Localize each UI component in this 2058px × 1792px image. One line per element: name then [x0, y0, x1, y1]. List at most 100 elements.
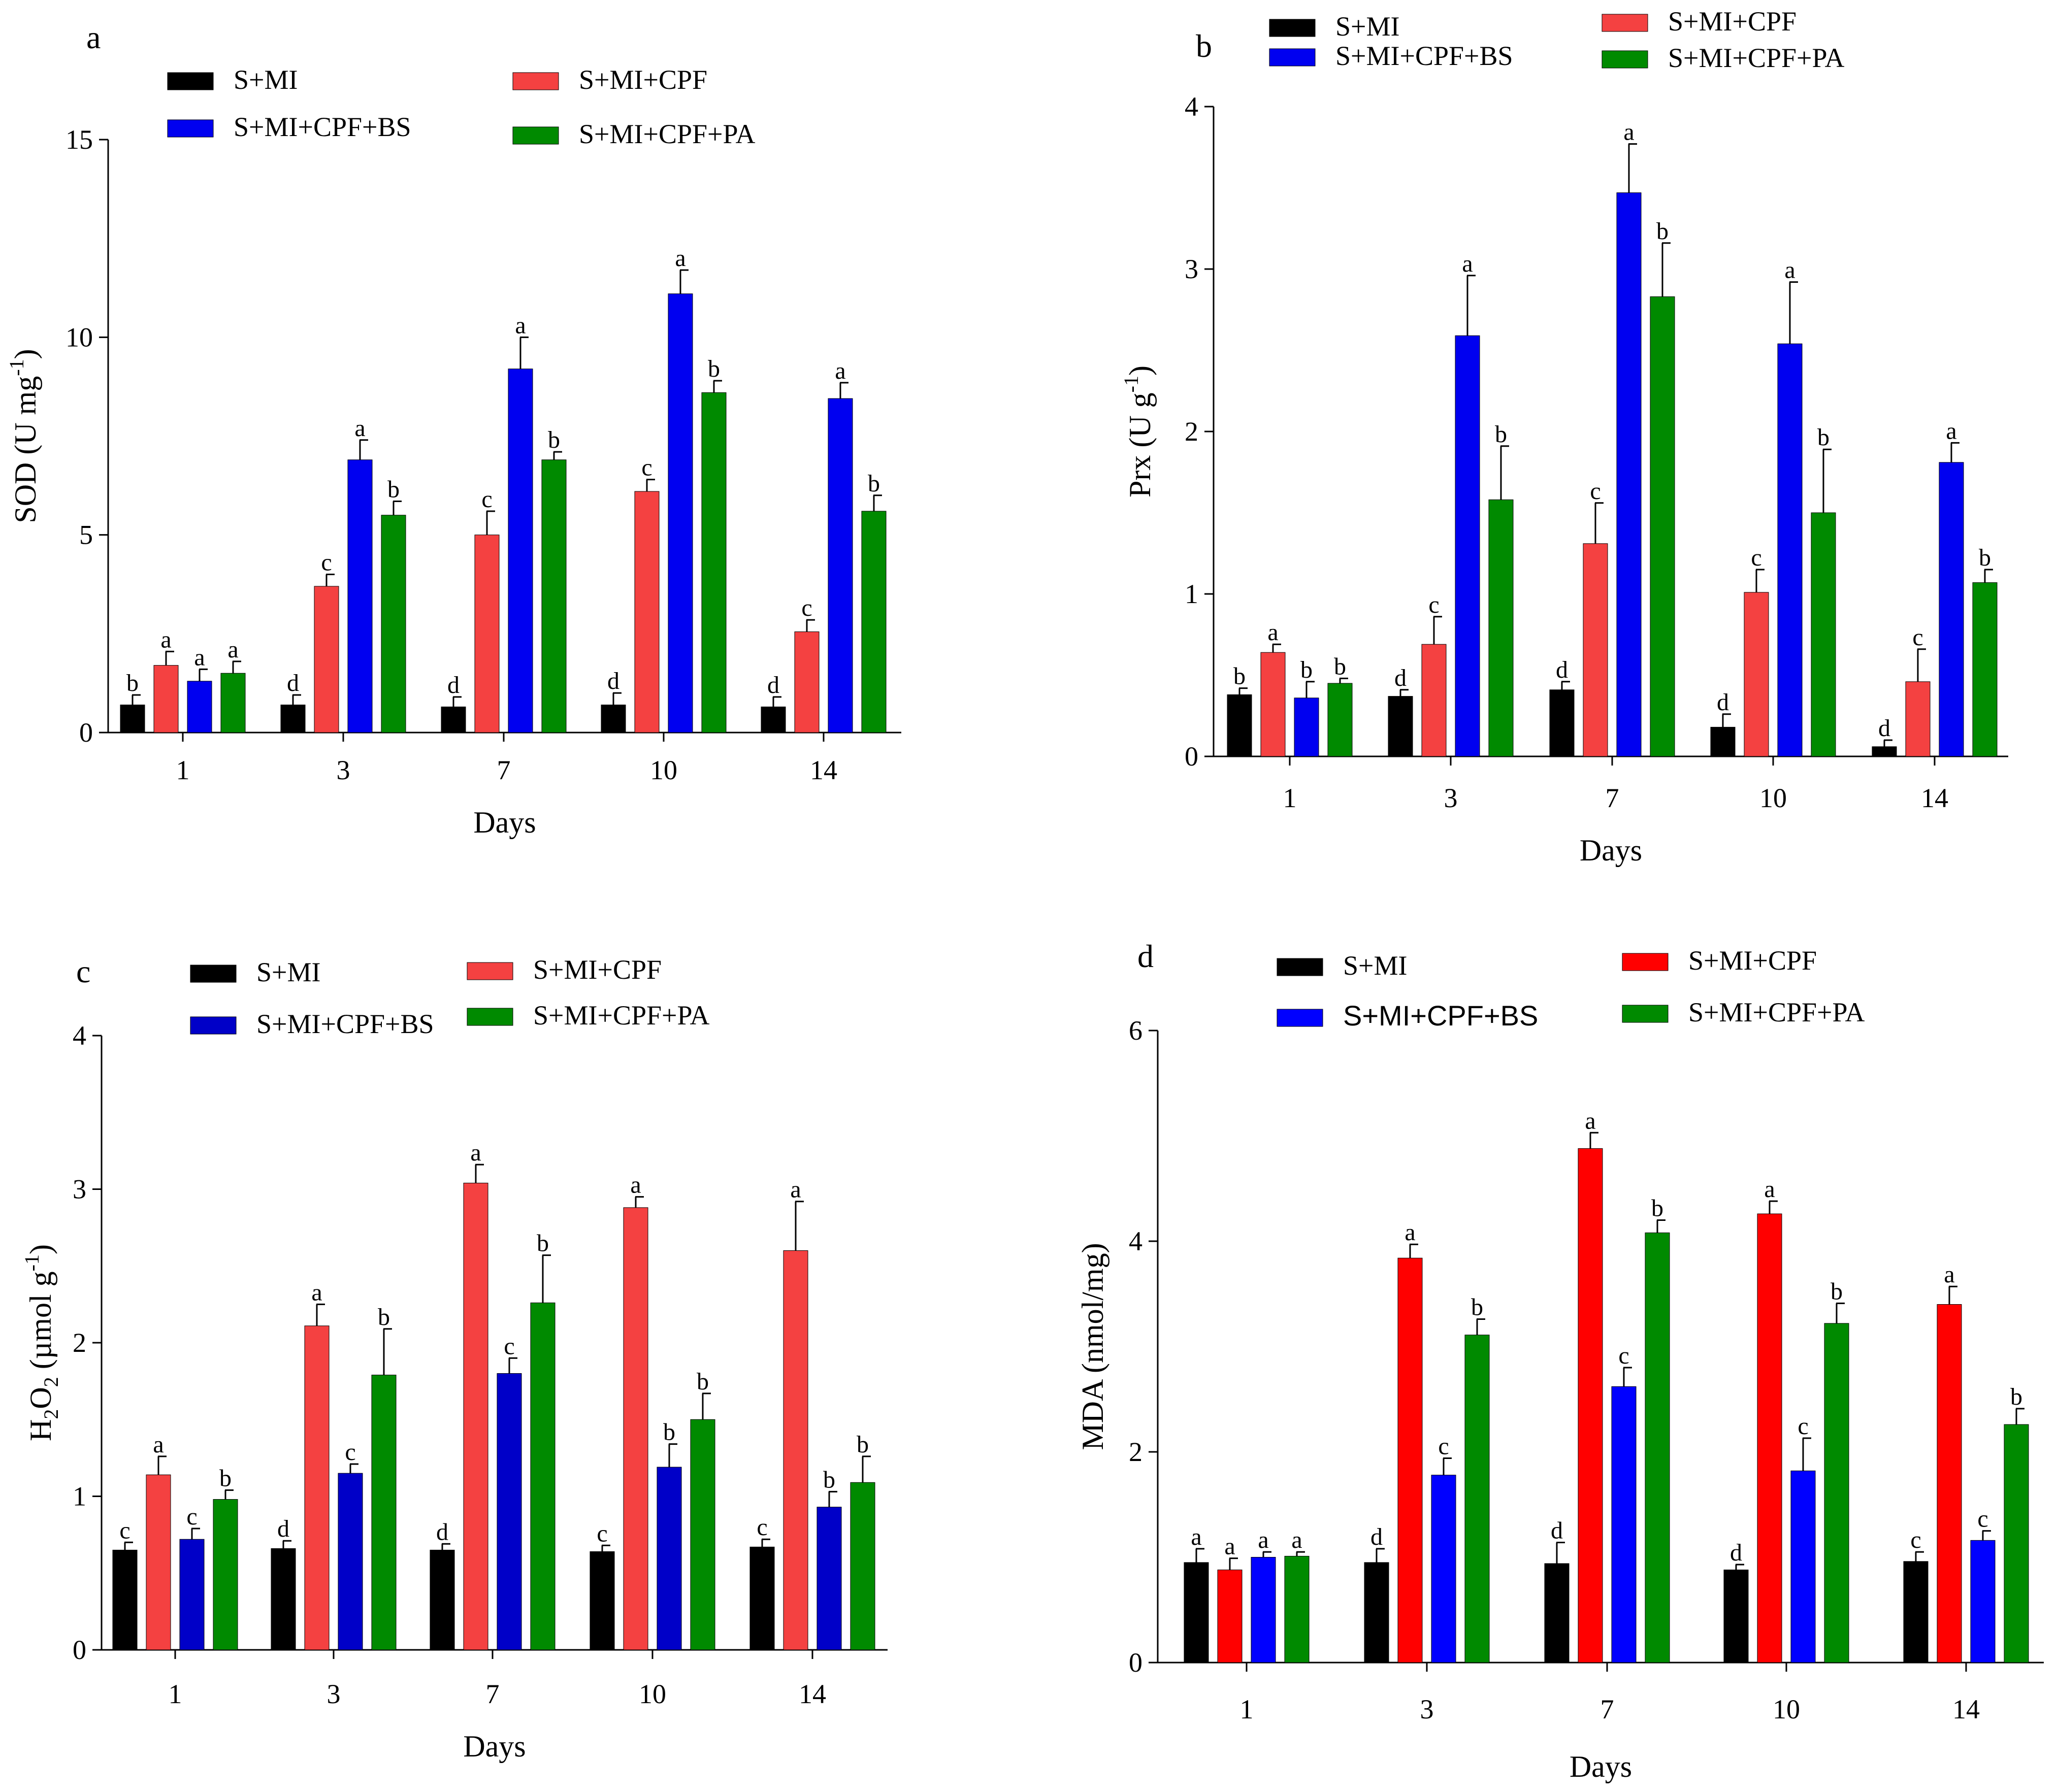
bar-s-mi-cpf-bs-day-3 — [338, 1473, 363, 1650]
significance-letter: b — [378, 1304, 390, 1331]
legend-label: S+MI+CPF — [1688, 945, 1817, 976]
y-tick-label: 1 — [73, 1481, 86, 1512]
error-bar — [646, 479, 655, 492]
bar-s-mi-day-1 — [1184, 1562, 1209, 1663]
significance-letter: a — [311, 1279, 322, 1306]
y-tick-label: 6 — [1129, 1015, 1142, 1046]
error-bar — [1466, 275, 1476, 336]
legend-swatch — [1269, 48, 1316, 67]
y-tick-label: 3 — [1185, 254, 1198, 284]
y-tick-label: 3 — [73, 1174, 86, 1205]
bar-s-mi-day-3 — [1364, 1562, 1389, 1663]
legend-swatch — [190, 1016, 237, 1035]
bar-s-mi-cpf-pa-day-7 — [541, 459, 567, 733]
error-bar — [199, 668, 208, 681]
significance-letter: a — [1462, 250, 1473, 277]
bar-s-mi-cpf-pa-day-3 — [1464, 1335, 1490, 1663]
significance-letter: a — [470, 1139, 481, 1166]
bar-s-mi-cpf-bs-day-7 — [1616, 192, 1642, 757]
bar-s-mi-cpf-day-14 — [1937, 1304, 1962, 1663]
x-tick-label: 3 — [1444, 783, 1458, 813]
error-bar — [224, 1489, 234, 1500]
legend-item: S+MI+CPF+BS — [190, 1009, 434, 1039]
bar-s-mi-cpf-day-7 — [474, 535, 500, 733]
bar-s-mi-day-7 — [441, 706, 466, 733]
legend-swatch — [1622, 1005, 1669, 1023]
error-bar — [1661, 242, 1671, 297]
significance-letter: a — [1784, 257, 1795, 284]
significance-letter: b — [857, 1431, 869, 1458]
significance-letter: a — [1291, 1526, 1302, 1553]
legend-item: S+MI+CPF+PA — [1622, 997, 1865, 1027]
significance-letter: b — [1656, 218, 1669, 245]
y-tick-label: 2 — [1185, 416, 1198, 447]
x-tick-label: 14 — [810, 755, 837, 785]
y-axis-title: H2O2 (µmol g-1) — [20, 1244, 62, 1441]
error-bar — [1982, 1530, 1991, 1541]
y-tick-label: 0 — [1129, 1647, 1142, 1678]
x-axis-title: Days — [1580, 834, 1642, 867]
legend-item: S+MI+CPF — [512, 64, 707, 95]
error-bar — [1443, 1457, 1452, 1475]
bar-s-mi-day-10 — [1710, 726, 1736, 757]
bar-s-mi-day-1 — [120, 704, 145, 733]
error-bar — [1433, 616, 1442, 645]
legend-item: S+MI — [1277, 950, 1407, 981]
significance-letter: a — [1404, 1219, 1415, 1246]
bar-s-mi-day-1 — [1227, 694, 1252, 757]
x-tick-label: 7 — [1606, 783, 1619, 813]
bar-s-mi-cpf-pa-day-14 — [850, 1482, 875, 1650]
legend-item: S+MI+CPF — [467, 954, 662, 985]
bar-s-mi-cpf-day-7 — [1583, 543, 1608, 757]
significance-letter: a — [1944, 1261, 1954, 1288]
bar-s-mi-cpf-bs-day-14 — [1939, 462, 1964, 757]
x-tick-label: 3 — [337, 755, 350, 785]
bar-s-mi-day-7 — [1549, 689, 1575, 757]
legend-label: S+MI+CPF+PA — [579, 119, 756, 149]
y-tick-label: 1 — [1185, 579, 1198, 609]
bar-s-mi-cpf-day-1 — [1260, 652, 1286, 757]
error-bar — [679, 269, 689, 294]
bar-s-mi-cpf-pa-day-3 — [371, 1375, 397, 1650]
legend-swatch — [1277, 1009, 1323, 1027]
x-tick-label: 1 — [1283, 783, 1297, 813]
error-bar — [1755, 569, 1765, 592]
error-bar — [1376, 1548, 1385, 1563]
bar-s-mi-cpf-pa-day-1 — [220, 673, 246, 733]
significance-letter: b — [1831, 1278, 1843, 1305]
y-tick-label: 2 — [1129, 1437, 1142, 1467]
error-bar — [232, 660, 241, 674]
significance-letter: b — [868, 470, 880, 497]
bar-s-mi-cpf-bs-day-14 — [1970, 1540, 1996, 1663]
legend-swatch — [1277, 958, 1323, 976]
y-axis-title: SOD (U mg-1) — [5, 349, 42, 523]
bar-s-mi-cpf-pa-day-3 — [381, 515, 406, 733]
bar-s-mi-day-1 — [112, 1549, 138, 1650]
significance-letter: a — [1258, 1526, 1268, 1553]
significance-letter: c — [1590, 478, 1600, 505]
bar-s-mi-day-10 — [601, 704, 626, 733]
bar-s-mi-cpf-pa-day-14 — [2004, 1424, 2029, 1663]
bar-s-mi-cpf-bs-day-3 — [1455, 335, 1480, 757]
significance-letter: d — [1556, 656, 1568, 683]
error-bar — [157, 1455, 167, 1475]
significance-letter: c — [345, 1439, 355, 1466]
legend-item: S+MI+CPF+PA — [467, 1000, 710, 1031]
x-tick-label: 14 — [799, 1679, 826, 1709]
bar-s-mi-cpf-day-1 — [146, 1474, 171, 1650]
bar-s-mi-cpf-bs-day-3 — [347, 459, 373, 733]
bar-s-mi-day-7 — [1544, 1563, 1570, 1663]
y-tick-label: 4 — [73, 1020, 86, 1051]
error-bar — [1409, 1243, 1418, 1258]
bar-s-mi-cpf-pa-day-7 — [1650, 296, 1675, 757]
error-bar — [1339, 677, 1348, 683]
legend-swatch — [167, 119, 214, 138]
x-tick-label: 14 — [1921, 783, 1948, 813]
error-bar — [1476, 1318, 1485, 1335]
bar-s-mi-cpf-day-7 — [463, 1182, 488, 1650]
y-axis-title: MDA (nmol/mg) — [1076, 1243, 1109, 1450]
error-bar — [282, 1540, 291, 1549]
error-bar — [713, 380, 722, 393]
legend-label: S+MI+CPF+PA — [533, 1000, 710, 1031]
error-bar — [1917, 648, 1926, 682]
